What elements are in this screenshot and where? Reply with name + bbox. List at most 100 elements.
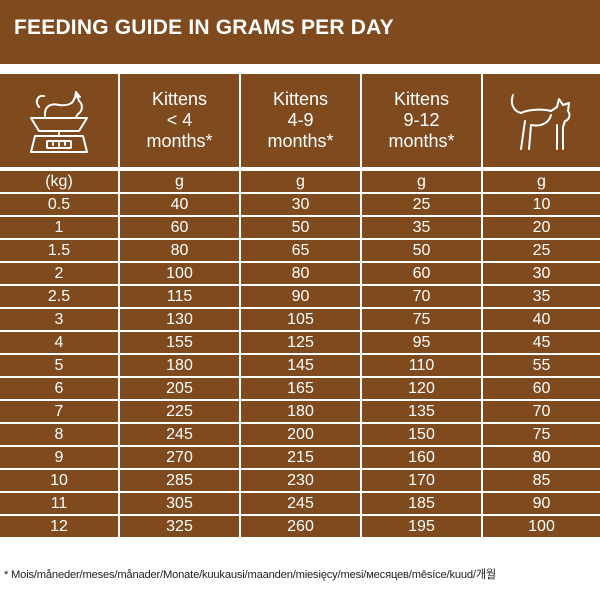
weight-cell: 2.5 [0,286,120,307]
kitten-under-4-cell: 245 [120,424,241,445]
unit-cell: g [241,171,362,192]
header-kittens-under-4: Kittens < 4 months* [120,74,241,167]
page-title: FEEDING GUIDE IN GRAMS PER DAY [14,16,394,39]
kitten-4-9-cell: 50 [241,217,362,238]
adult-cell: 10 [483,194,600,215]
feeding-table: Kittens < 4 months* Kittens 4-9 months* … [0,74,600,539]
kitten-under-4-cell: 40 [120,194,241,215]
table-row: 6 205 165 120 60 [0,378,600,399]
kitten-4-9-cell: 180 [241,401,362,422]
kitten-9-12-cell: 70 [362,286,483,307]
table-row: 7 225 180 135 70 [0,401,600,422]
unit-cell: g [483,171,600,192]
unit-cell: g [362,171,483,192]
kitten-under-4-cell: 285 [120,470,241,491]
kitten-9-12-cell: 75 [362,309,483,330]
adult-cell: 25 [483,240,600,261]
kitten-9-12-cell: 160 [362,447,483,468]
kitten-9-12-cell: 185 [362,493,483,514]
kitten-under-4-cell: 80 [120,240,241,261]
table-row: 12 325 260 195 100 [0,516,600,537]
weight-cell: 3 [0,309,120,330]
adult-cat-icon [507,87,577,155]
kitten-9-12-cell: 50 [362,240,483,261]
kitten-under-4-cell: 180 [120,355,241,376]
table-row: 10 285 230 170 85 [0,470,600,491]
weight-cell: 1.5 [0,240,120,261]
adult-cell: 30 [483,263,600,284]
weight-cell: 11 [0,493,120,514]
header-label: Kittens 4-9 months* [267,89,334,151]
kitten-4-9-cell: 245 [241,493,362,514]
weight-cell: 4 [0,332,120,353]
header-label: Kittens 9-12 months* [388,89,455,151]
kitten-under-4-cell: 60 [120,217,241,238]
adult-cell: 90 [483,493,600,514]
weight-cell: 12 [0,516,120,537]
table-header-row: Kittens < 4 months* Kittens 4-9 months* … [0,74,600,167]
weight-cell: 7 [0,401,120,422]
adult-cell: 35 [483,286,600,307]
kitten-under-4-cell: 100 [120,263,241,284]
kitten-9-12-cell: 60 [362,263,483,284]
adult-cell: 70 [483,401,600,422]
kitten-4-9-cell: 260 [241,516,362,537]
table-row: 1 60 50 35 20 [0,217,600,238]
weight-cell: 9 [0,447,120,468]
table-row: 1.5 80 65 50 25 [0,240,600,261]
weight-cell: 0.5 [0,194,120,215]
kitten-9-12-cell: 150 [362,424,483,445]
table-row: 9 270 215 160 80 [0,447,600,468]
scale-with-kitten-icon [23,86,95,156]
table-row: 2 100 80 60 30 [0,263,600,284]
adult-cell: 55 [483,355,600,376]
kitten-9-12-cell: 35 [362,217,483,238]
kitten-4-9-cell: 200 [241,424,362,445]
kitten-9-12-cell: 170 [362,470,483,491]
table-body: 0.5 40 30 25 10 1 60 50 35 20 1.5 80 65 50 25 2 100 80 60 3… [0,194,600,537]
kitten-4-9-cell: 30 [241,194,362,215]
unit-cell: (kg) [0,171,120,192]
header-label: Kittens < 4 months* [146,89,213,151]
footnote: * Mois/måneder/meses/månader/Monate/kuuk… [4,569,497,581]
header-kittens-4-9: Kittens 4-9 months* [241,74,362,167]
kitten-4-9-cell: 65 [241,240,362,261]
kitten-9-12-cell: 135 [362,401,483,422]
header-kittens-9-12: Kittens 9-12 months* [362,74,483,167]
kitten-9-12-cell: 95 [362,332,483,353]
unit-cell: g [120,171,241,192]
kitten-4-9-cell: 215 [241,447,362,468]
kitten-under-4-cell: 225 [120,401,241,422]
header-adult [483,74,600,167]
adult-cell: 60 [483,378,600,399]
units-row: (kg) g g g g [0,171,600,192]
adult-cell: 85 [483,470,600,491]
table-row: 8 245 200 150 75 [0,424,600,445]
kitten-9-12-cell: 110 [362,355,483,376]
kitten-4-9-cell: 90 [241,286,362,307]
weight-cell: 6 [0,378,120,399]
kitten-under-4-cell: 205 [120,378,241,399]
adult-cell: 80 [483,447,600,468]
kitten-4-9-cell: 105 [241,309,362,330]
weight-cell: 2 [0,263,120,284]
kitten-under-4-cell: 325 [120,516,241,537]
table-row: 11 305 245 185 90 [0,493,600,514]
kitten-4-9-cell: 145 [241,355,362,376]
kitten-9-12-cell: 25 [362,194,483,215]
table-row: 4 155 125 95 45 [0,332,600,353]
kitten-4-9-cell: 80 [241,263,362,284]
weight-cell: 8 [0,424,120,445]
kitten-9-12-cell: 195 [362,516,483,537]
kitten-under-4-cell: 155 [120,332,241,353]
table-row: 2.5 115 90 70 35 [0,286,600,307]
kitten-4-9-cell: 125 [241,332,362,353]
adult-cell: 45 [483,332,600,353]
title-bar: FEEDING GUIDE IN GRAMS PER DAY [0,0,600,64]
kitten-4-9-cell: 165 [241,378,362,399]
kitten-under-4-cell: 305 [120,493,241,514]
weight-cell: 5 [0,355,120,376]
adult-cell: 75 [483,424,600,445]
adult-cell: 20 [483,217,600,238]
kitten-under-4-cell: 115 [120,286,241,307]
